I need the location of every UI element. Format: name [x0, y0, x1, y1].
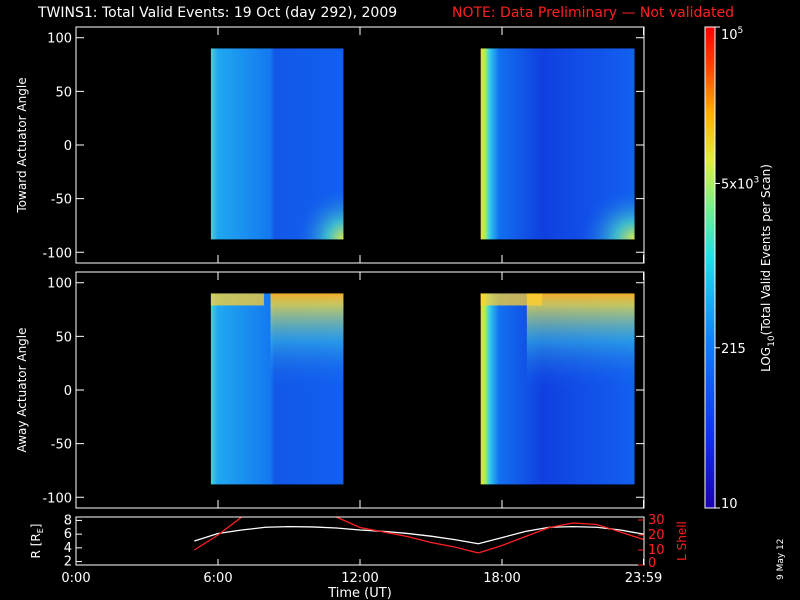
- radius-axis-label: R [RE]: [29, 524, 45, 559]
- l-shell-line: [336, 517, 479, 554]
- y-tick-label: -50: [51, 438, 72, 453]
- y-tick-label: -100: [42, 491, 72, 506]
- y-tick-label: 50: [55, 330, 72, 345]
- date-stamp: 9 May 12: [776, 538, 786, 580]
- edge-enhancement: [542, 153, 635, 240]
- edge-enhancement: [480, 293, 543, 306]
- y-tick-label: 6: [64, 527, 72, 542]
- x-axis-label: Time (UT): [327, 586, 392, 600]
- colorbar-tick-label: 105: [721, 26, 743, 43]
- x-tick-label: 0:00: [61, 571, 90, 586]
- y-tick-label: -50: [51, 193, 72, 208]
- l-shell-line: [193, 517, 243, 551]
- edge-enhancement: [526, 293, 635, 485]
- colorbar: 105 5x103 215 10 LOG10(Total Valid Events pe…: [704, 26, 777, 512]
- y-tick-label: 4: [64, 541, 72, 556]
- y-tick-label-right: 10: [648, 543, 665, 558]
- bottom-panel: 100 50 0 -50 -100 Away Actuator Angle: [15, 271, 645, 509]
- radius-line: [194, 525, 644, 545]
- data-block-2: [480, 48, 635, 240]
- y-tick-label: 100: [47, 32, 72, 47]
- edge-enhancement: [263, 153, 344, 240]
- x-tick-label: 18:00: [483, 571, 520, 586]
- orbit-frame: [75, 516, 645, 566]
- y-tick-label: 8: [64, 513, 72, 528]
- y-tick-label-right: 0: [648, 556, 656, 571]
- chart-title: TWINS1: Total Valid Events: 19 Oct (day …: [38, 5, 398, 21]
- y-tick-label: 50: [55, 85, 72, 100]
- x-tick-label: 12:00: [341, 571, 378, 586]
- y-tick-label-right: 20: [648, 528, 665, 543]
- y-tick-label: 2: [64, 555, 72, 570]
- edge-enhancement: [210, 293, 264, 306]
- y-tick-label-right: 30: [648, 513, 665, 528]
- y-axis-label: Away Actuator Angle: [15, 327, 29, 452]
- colorbar-tick-label: 10: [721, 497, 738, 512]
- l-shell-line: [478, 522, 644, 554]
- top-panel: 100 50 0 -50 -100 Toward Actuator Angle: [15, 26, 645, 264]
- y-tick-label: 100: [47, 277, 72, 292]
- colorbar-tick-label: 215: [721, 342, 746, 357]
- data-block-1: [210, 48, 344, 240]
- x-tick-label: 6:00: [203, 571, 232, 586]
- data-block-2: [480, 293, 635, 485]
- edge-enhancement: [270, 293, 344, 485]
- y-axis-label: Toward Actuator Angle: [15, 77, 29, 213]
- data-block-1: [210, 293, 344, 485]
- y-tick-label: 0: [64, 384, 72, 399]
- x-tick-label: 23:59: [625, 571, 662, 586]
- y-tick-label: 0: [64, 139, 72, 154]
- y-tick-label: -100: [42, 246, 72, 261]
- colorbar-tick-label: 5x103: [721, 175, 759, 192]
- colorbar-label: LOG10(Total Valid Events per Scan): [759, 164, 777, 372]
- l-shell-axis-label: L Shell: [675, 521, 689, 561]
- preliminary-note: NOTE: Data Preliminary — Not validated: [452, 5, 734, 21]
- colorbar-scale: [704, 26, 716, 509]
